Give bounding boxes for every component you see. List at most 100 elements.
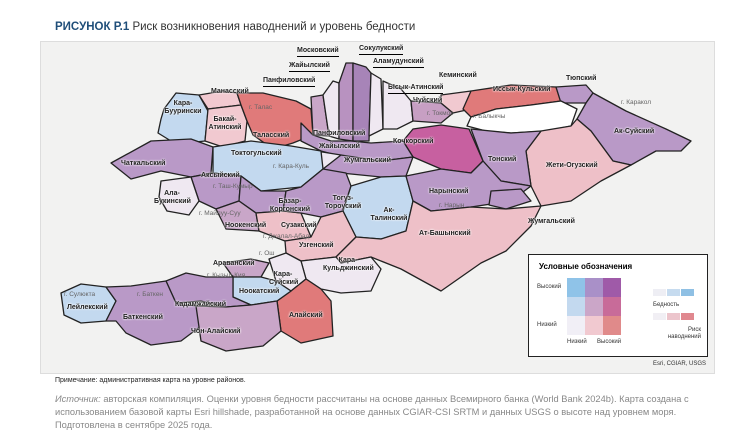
district-label: Сузакский [281,222,317,229]
legend-swatch [585,278,603,297]
city-label: г. Сулюкта [64,291,96,298]
city-label: г. Талас [249,104,273,111]
city-label: г. Каракол [621,99,652,106]
region-aravan [222,258,270,278]
district-label: Токтогульский [231,150,282,157]
region-ala-buka [158,176,200,216]
district-label: Баткенский [123,314,163,321]
region-kadamzhai [165,272,252,308]
figure-source: Источник: авторская компиляция. Оценки у… [55,393,735,432]
legend-scale-swatch [667,313,680,320]
city-label: г. Токмок [427,110,454,117]
city-label: г. Таш-Кумыр [213,183,253,190]
legend-y-high: Высокий [537,284,562,290]
region-panfilov-2 [300,122,414,162]
district-label: Манасский [211,88,249,95]
legend-flood-label: Риск наводнений [667,327,701,340]
legend-scale-swatch [653,313,666,320]
legend-poverty-label: Бедность [653,302,680,308]
district-label: Аксыйский [201,172,240,179]
legend-y-low: Низкий [537,322,557,328]
legend-title: Условные обозначения [539,262,633,271]
city-label: г. Джалал-Абад [263,233,310,240]
legend-swatch [567,297,585,316]
district-label: Панфиловский [263,77,316,87]
legend-swatch [603,316,621,335]
map-legend: Условные обозначения Высокий Низкий Низк… [528,254,708,357]
district-label: Тогуз-Тороуский [324,195,362,210]
region-talas [236,92,314,150]
legend-swatch [567,316,585,335]
district-label: Ак-Суйский [614,128,655,135]
legend-scale-swatch [681,313,694,320]
district-label: Жайылский [289,62,330,72]
district-label: Нарынский [429,188,469,195]
district-label: Кочкорский [393,138,434,145]
district-label: Лейлекский [67,304,108,311]
legend-x-low: Низкий [567,339,587,345]
district-label: Чуйский [413,97,443,104]
region-alamudun [368,72,384,137]
city-label: г. Балыкчы [473,113,506,120]
district-label: Чаткальский [121,160,166,167]
district-label: Жумгальский [344,157,391,164]
region-chui [410,100,454,124]
map-credit: Esri, CGIAR, USGS [652,361,706,367]
district-label: Жумгальский [528,218,575,225]
legend-swatch [567,278,585,297]
district-label: Ноокатский [239,288,280,295]
city-label: г. Нарын [439,202,465,209]
district-label: Кара-Буурински [164,100,202,115]
district-label: Узгенский [299,242,334,249]
district-label: Чон-Алайский [191,328,241,335]
district-label: Ысык-Атинский [388,84,444,94]
source-text: авторская компиляция. Оценки уровня бедн… [55,394,689,430]
map-regions [60,62,692,352]
map: Манасский Кара-Буурински Бакай-Атинский … [40,41,715,374]
figure-label: РИСУНОК Р.1 [55,21,130,33]
legend-swatch [603,297,621,316]
district-label: Иссык-Кульский [493,86,551,93]
region-chon-alai [195,300,282,352]
district-label: Панфиловский [313,130,366,137]
district-label: Жайылский [319,143,360,150]
city-label: г. Баткен [137,291,164,298]
legend-swatch [585,316,603,335]
district-label: Ала-Букинский [154,190,191,205]
city-label: г. Ош [259,250,275,257]
district-label: Кара-Кульджинский [323,257,374,272]
district-label: Таласский [253,132,290,139]
legend-scale-swatch [667,289,680,296]
legend-swatch [603,278,621,297]
legend-x-high: Высокий [597,339,622,345]
district-label: Кеминский [439,72,477,79]
figure-title: РИСУНОК Р.1 Риск возникновения наводнени… [55,21,415,33]
district-label: Ат-Башынский [419,230,471,237]
region-zhumgal-2 [488,188,532,210]
district-label: Алайский [289,312,323,319]
legend-scale-swatch [681,289,694,296]
district-label: Ноокенский [225,222,267,229]
district-label: Московский [297,47,339,57]
district-label: Базар-Коргонский [269,198,311,213]
city-label: г. Кызыл-Кия [207,272,246,279]
district-label: Ак-Талинский [370,207,408,222]
district-label: Кара-Суйский [269,271,299,286]
legend-swatch [585,297,603,316]
district-label: Араванский [213,260,255,267]
region-kochkor [402,124,484,174]
district-label: Кадамжайский [175,301,227,308]
city-label: г. Майлуу-Суу [199,210,241,217]
district-label: Жети-Огузский [546,162,598,169]
legend-scale-swatch [653,289,666,296]
region-batken [105,280,202,346]
city-label: г. Кара-Куль [273,163,310,170]
district-label: Тонский [488,156,517,163]
region-chatkal [110,138,214,180]
source-label: Источник: [55,394,101,404]
district-label: Аламудунский [373,58,424,68]
figure-note: Примечание: административная карта на ур… [55,377,246,384]
district-label: Бакай-Атинский [208,116,242,131]
district-label: Тюпский [566,75,597,82]
district-label: Сокулукский [359,45,404,55]
